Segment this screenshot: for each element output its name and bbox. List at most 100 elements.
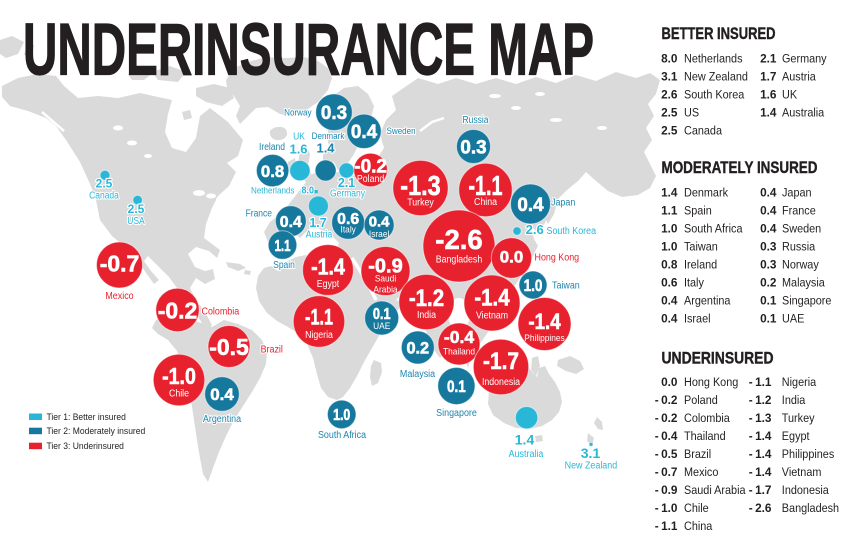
svg-text:1.0: 1.0 — [524, 276, 543, 295]
svg-text:UAE: UAE — [373, 321, 390, 332]
svg-text:-1.4: -1.4 — [528, 309, 561, 334]
svg-text:1.1: 1.1 — [661, 204, 678, 218]
svg-text:Austria: Austria — [306, 229, 333, 240]
svg-text:0.3: 0.3 — [321, 103, 347, 124]
svg-text:South Africa: South Africa — [318, 429, 367, 441]
svg-text:China: China — [474, 195, 498, 207]
svg-text:Israel: Israel — [684, 313, 711, 325]
svg-text:0.8: 0.8 — [661, 258, 678, 272]
svg-text:Netherlands: Netherlands — [251, 185, 295, 196]
svg-text:USA: USA — [127, 215, 145, 226]
svg-text:Malaysia: Malaysia — [400, 368, 436, 380]
svg-text:Australia: Australia — [509, 448, 544, 460]
svg-text:1.1: 1.1 — [275, 238, 291, 255]
svg-text:2.5: 2.5 — [661, 106, 678, 120]
svg-text:0.2: 0.2 — [760, 276, 777, 290]
svg-text:2.5: 2.5 — [96, 177, 113, 191]
svg-text:Ireland: Ireland — [259, 141, 285, 152]
svg-text:0.4: 0.4 — [760, 222, 777, 236]
svg-text:Bangladesh: Bangladesh — [436, 253, 482, 265]
svg-text:1.6: 1.6 — [760, 88, 777, 102]
svg-text:Sweden: Sweden — [782, 223, 821, 235]
svg-text:2.6: 2.6 — [661, 88, 678, 102]
svg-text:0.0: 0.0 — [661, 375, 678, 389]
svg-text:-0.2: -0.2 — [158, 297, 198, 323]
svg-text:- 2.6: - 2.6 — [749, 501, 772, 515]
svg-text:0.6: 0.6 — [337, 211, 359, 228]
svg-text:Thailand: Thailand — [684, 430, 726, 442]
svg-text:-1.4: -1.4 — [474, 285, 510, 312]
svg-text:South Korea: South Korea — [547, 225, 597, 237]
svg-text:3.1: 3.1 — [661, 70, 678, 84]
svg-text:0.1: 0.1 — [760, 294, 777, 308]
svg-text:- 1.1: - 1.1 — [749, 375, 772, 389]
svg-text:UNDERINSURED: UNDERINSURED — [662, 349, 774, 367]
svg-text:Taiwan: Taiwan — [684, 241, 718, 253]
svg-text:- 1.2: - 1.2 — [749, 393, 772, 407]
svg-text:0.3: 0.3 — [760, 240, 777, 254]
svg-text:- 1.7: - 1.7 — [749, 483, 772, 497]
svg-text:- 0.2: - 0.2 — [655, 411, 678, 425]
svg-text:0.3: 0.3 — [760, 258, 777, 272]
svg-text:0.4: 0.4 — [517, 195, 544, 216]
svg-text:Norway: Norway — [782, 259, 819, 271]
svg-text:Russia: Russia — [782, 241, 816, 253]
svg-text:- 0.7: - 0.7 — [655, 465, 678, 479]
svg-text:Japan: Japan — [551, 197, 575, 209]
svg-text:Mexico: Mexico — [684, 466, 718, 478]
svg-text:Brazil: Brazil — [684, 448, 711, 460]
svg-text:Netherlands: Netherlands — [684, 53, 743, 65]
svg-text:-0.9: -0.9 — [368, 255, 403, 277]
svg-text:0.0: 0.0 — [500, 248, 523, 267]
svg-text:Hong Kong: Hong Kong — [535, 252, 580, 264]
svg-text:0.2: 0.2 — [406, 340, 429, 358]
svg-text:Taiwan: Taiwan — [552, 280, 580, 292]
svg-text:Canada: Canada — [684, 125, 723, 137]
svg-text:0.6: 0.6 — [661, 276, 678, 290]
svg-text:Austria: Austria — [782, 71, 816, 83]
svg-text:Australia: Australia — [782, 107, 825, 119]
svg-text:Tier 3: Underinsured: Tier 3: Underinsured — [47, 441, 124, 452]
svg-text:Vietnam: Vietnam — [782, 466, 822, 478]
svg-text:Thailand: Thailand — [443, 346, 475, 357]
svg-text:Sweden: Sweden — [387, 125, 416, 136]
svg-text:India: India — [417, 308, 437, 320]
svg-text:Arabia: Arabia — [373, 284, 397, 295]
svg-text:France: France — [246, 208, 272, 219]
svg-text:Italy: Italy — [341, 224, 357, 235]
svg-text:Denmark: Denmark — [684, 187, 728, 199]
svg-text:Brazil: Brazil — [261, 344, 283, 356]
svg-text:-2.6: -2.6 — [435, 224, 482, 255]
svg-text:Indonesia: Indonesia — [782, 484, 830, 496]
svg-text:UAE: UAE — [782, 313, 805, 325]
svg-text:Tier 2: Moderately insured: Tier 2: Moderately insured — [47, 426, 146, 437]
svg-text:8.0: 8.0 — [661, 52, 678, 66]
svg-text:- 1.3: - 1.3 — [749, 411, 772, 425]
svg-text:Nigeria: Nigeria — [305, 328, 334, 340]
svg-text:Mexico: Mexico — [105, 290, 133, 302]
svg-text:UK: UK — [782, 89, 797, 101]
svg-text:0.1: 0.1 — [447, 377, 466, 396]
svg-text:France: France — [782, 205, 816, 217]
svg-text:0.3: 0.3 — [460, 137, 486, 158]
svg-text:-1.1: -1.1 — [305, 305, 333, 330]
svg-text:Saudi: Saudi — [375, 273, 396, 284]
svg-text:0.4: 0.4 — [760, 204, 777, 218]
svg-text:Singapore: Singapore — [436, 407, 477, 419]
svg-text:MODERATELY INSURED: MODERATELY INSURED — [662, 159, 818, 177]
svg-text:Chile: Chile — [169, 387, 189, 399]
svg-text:0.4: 0.4 — [210, 385, 234, 404]
svg-text:Norway: Norway — [284, 107, 312, 118]
svg-text:Chile: Chile — [684, 502, 709, 514]
svg-text:2.6: 2.6 — [526, 222, 544, 237]
svg-text:1.4: 1.4 — [515, 431, 535, 447]
svg-text:0.1: 0.1 — [760, 312, 777, 326]
svg-text:Philippines: Philippines — [782, 448, 835, 460]
svg-text:2.1: 2.1 — [760, 52, 777, 66]
svg-text:China: China — [684, 520, 713, 532]
svg-text:-0.2: -0.2 — [354, 157, 387, 178]
svg-text:1.0: 1.0 — [333, 407, 350, 424]
svg-text:1.7: 1.7 — [309, 216, 326, 230]
svg-text:Tier 1: Better insured: Tier 1: Better insured — [47, 412, 126, 423]
svg-text:0.1: 0.1 — [373, 306, 391, 323]
